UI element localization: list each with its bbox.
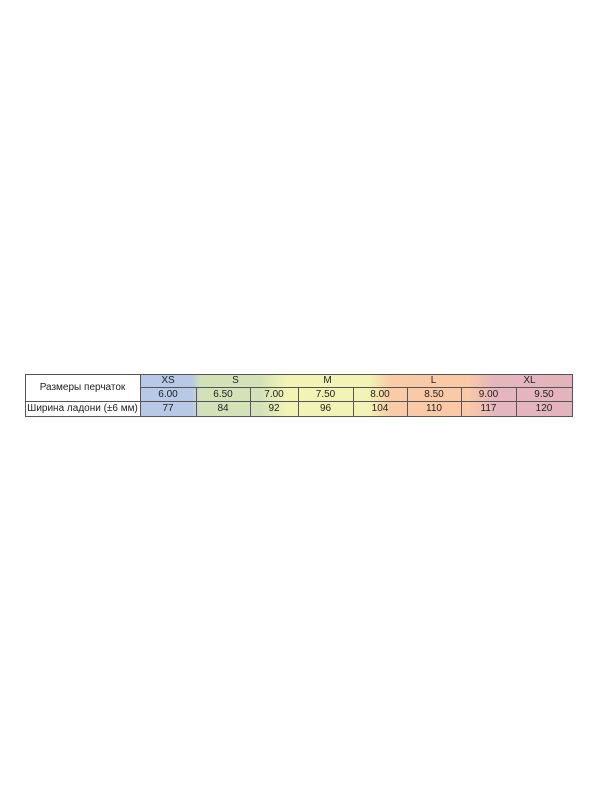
palm-width-cell: 117 xyxy=(480,403,497,414)
size-group-header: L xyxy=(430,375,437,386)
size-group-header: XL xyxy=(523,375,536,386)
size-cell: 7.00 xyxy=(264,388,284,400)
size-cell: 7.50 xyxy=(315,388,336,400)
palm-width-cell: 84 xyxy=(217,403,229,414)
table-border xyxy=(25,374,26,416)
table-border xyxy=(572,374,573,417)
table-border xyxy=(140,387,572,388)
row-header-palm-width: Ширина ладони (±6 мм) xyxy=(27,403,138,414)
table-border xyxy=(461,387,462,416)
table-border xyxy=(25,374,572,375)
size-cell: 9.50 xyxy=(534,388,554,400)
table-border xyxy=(298,387,299,416)
table-border xyxy=(25,416,573,417)
palm-width-cell: 92 xyxy=(268,403,280,414)
table-border xyxy=(407,387,408,416)
table-border xyxy=(353,387,354,416)
size-cell: 8.00 xyxy=(370,388,390,400)
palm-width-cell: 104 xyxy=(371,403,389,414)
size-cell: 6.50 xyxy=(213,388,233,400)
size-cell: 9.00 xyxy=(478,388,499,400)
table-border xyxy=(140,374,141,416)
table-border xyxy=(196,387,197,416)
size-cell: 6.00 xyxy=(158,388,178,400)
row-header-sizes: Размеры перчаток xyxy=(39,382,126,393)
table-border xyxy=(516,387,517,416)
palm-width-cell: 110 xyxy=(426,403,442,414)
palm-width-cell: 96 xyxy=(319,403,332,414)
palm-width-cell: 77 xyxy=(162,403,174,414)
size-group-header: XS xyxy=(161,375,175,386)
palm-width-cell: 120 xyxy=(535,403,553,414)
size-group-header: M xyxy=(323,375,332,386)
size-group-header: S xyxy=(232,375,239,386)
size-cell: 8.50 xyxy=(424,388,444,400)
size-color-band xyxy=(140,374,572,416)
table-border xyxy=(250,387,251,416)
